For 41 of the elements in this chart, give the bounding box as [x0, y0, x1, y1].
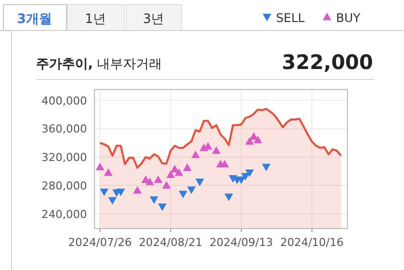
- point: [108, 197, 117, 205]
- point: [133, 186, 142, 194]
- point: [162, 181, 171, 189]
- point: [262, 164, 271, 172]
- y-tick-label: 320,000: [42, 151, 87, 164]
- point: [224, 194, 234, 202]
- point: [104, 168, 113, 176]
- point: [245, 169, 254, 177]
- point: [158, 204, 167, 212]
- point: [166, 170, 175, 178]
- x-tick-label: 2024/07/26: [68, 236, 132, 249]
- point: [195, 178, 204, 186]
- point: [116, 188, 126, 196]
- x-tick-label: 2024/09/13: [210, 236, 273, 249]
- point: [146, 178, 154, 186]
- point: [96, 162, 104, 170]
- y-tick-label: 400,000: [42, 94, 87, 108]
- chart-title: 주가추이, 내부자거래: [36, 57, 162, 72]
- x-tick-label: 2024/10/16: [280, 236, 344, 249]
- point: [212, 146, 221, 154]
- y-tick-label: 280,000: [42, 179, 87, 192]
- point: [187, 186, 196, 194]
- point: [254, 136, 262, 144]
- point: [154, 175, 162, 183]
- text: 3년: [142, 12, 164, 27]
- text: 1년: [84, 12, 106, 27]
- y-tick-label: 360,000: [42, 122, 87, 136]
- point: [100, 188, 108, 196]
- point: [150, 196, 158, 204]
- point: [178, 190, 188, 198]
- point: [245, 137, 254, 145]
- point: [174, 168, 184, 176]
- legend-label: SELL: [276, 11, 305, 25]
- chart-subtitle: 322,000: [282, 50, 373, 74]
- point: [182, 163, 192, 171]
- legend-label: BUY: [336, 11, 362, 25]
- text: 3개월: [16, 12, 52, 27]
- point: [220, 160, 229, 168]
- y-tick-label: 240,000: [42, 208, 87, 221]
- x-tick-label: 2024/08/21: [138, 236, 202, 249]
- point: [191, 150, 200, 158]
